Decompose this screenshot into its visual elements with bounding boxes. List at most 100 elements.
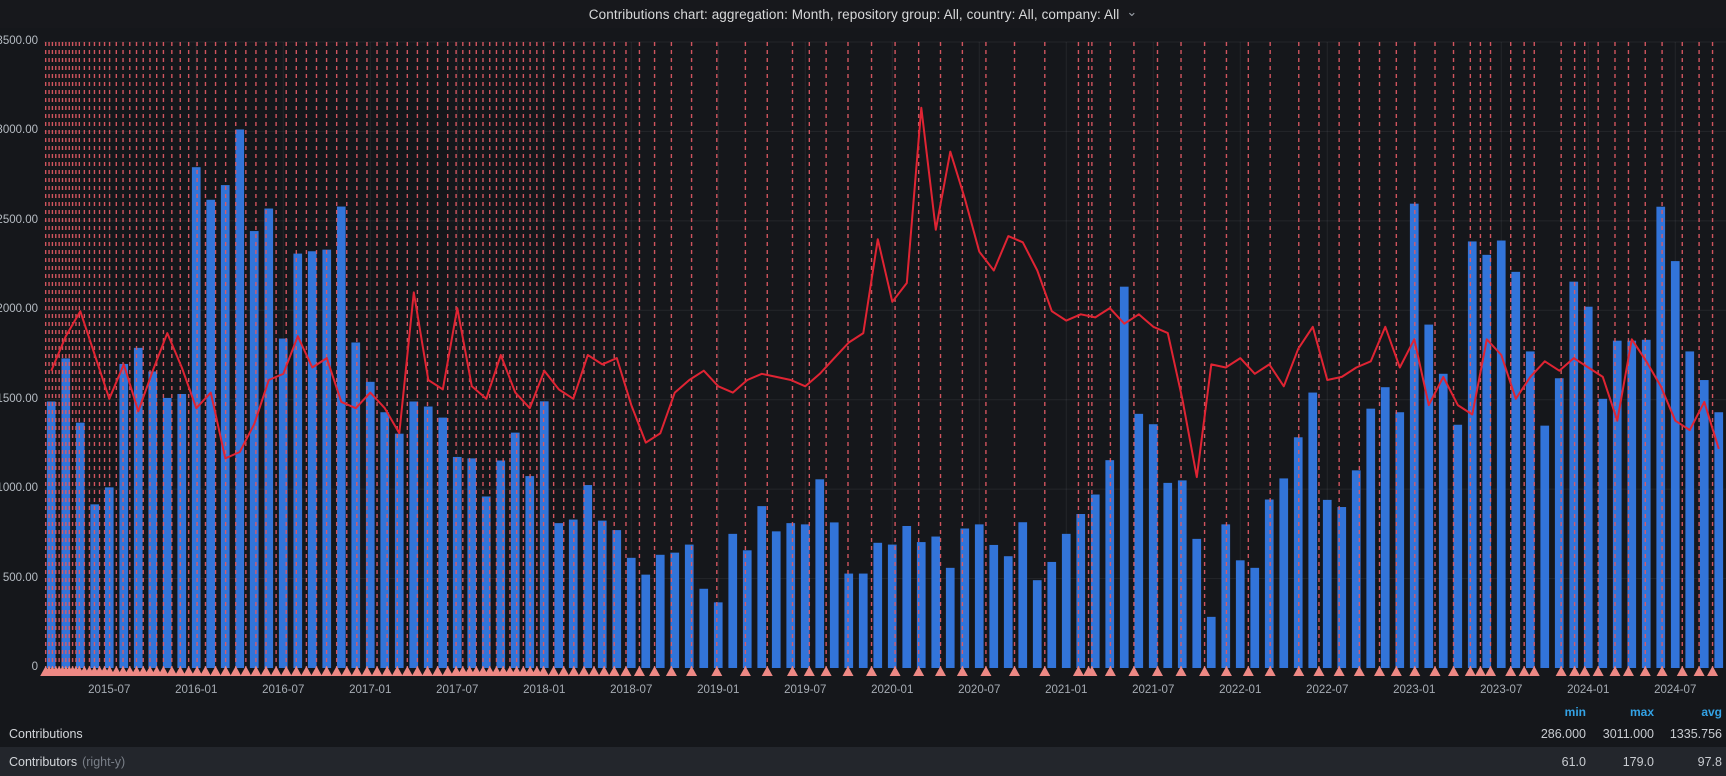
contributions-bar[interactable] — [1583, 306, 1593, 668]
contributions-bar[interactable] — [960, 528, 970, 668]
contributions-bar[interactable] — [278, 338, 288, 668]
contributions-bar[interactable] — [641, 574, 651, 668]
annotation-marker[interactable] — [421, 666, 433, 676]
contributions-bar[interactable] — [1134, 413, 1144, 668]
contributions-bar[interactable] — [1206, 616, 1216, 668]
annotation-marker[interactable] — [820, 666, 832, 676]
annotation-marker[interactable] — [1086, 666, 1098, 676]
annotation-marker[interactable] — [361, 666, 373, 676]
contributions-bar[interactable] — [1264, 499, 1274, 668]
chart-canvas[interactable] — [40, 41, 1726, 688]
annotation-marker[interactable] — [578, 666, 590, 676]
contributions-bar[interactable] — [771, 531, 781, 668]
annotation-marker[interactable] — [432, 666, 444, 676]
contributions-bar[interactable] — [815, 479, 825, 668]
contributions-bar[interactable] — [1018, 522, 1028, 668]
annotation-marker[interactable] — [1409, 666, 1421, 676]
annotation-marker[interactable] — [321, 666, 333, 676]
annotation-marker[interactable] — [351, 666, 363, 676]
annotation-marker[interactable] — [401, 666, 413, 676]
annotation-marker[interactable] — [166, 666, 178, 676]
contributions-bar[interactable] — [423, 406, 433, 668]
annotation-marker[interactable] — [371, 666, 383, 676]
contributions-bar[interactable] — [916, 542, 926, 668]
contributions-bar[interactable] — [1293, 437, 1303, 668]
annotation-marker[interactable] — [1175, 666, 1187, 676]
contributions-bar[interactable] — [757, 506, 767, 668]
contributions-bar[interactable] — [655, 554, 665, 668]
contributions-bar[interactable] — [1641, 339, 1651, 668]
annotation-marker[interactable] — [1485, 666, 1497, 676]
contributions-bar[interactable] — [235, 129, 245, 668]
contributions-bar[interactable] — [249, 231, 259, 668]
contributions-bar[interactable] — [1569, 281, 1579, 668]
annotation-marker[interactable] — [739, 666, 751, 676]
annotation-marker[interactable] — [1505, 666, 1517, 676]
annotation-marker[interactable] — [174, 666, 186, 676]
contributions-bar[interactable] — [61, 358, 71, 668]
contributions-bar[interactable] — [1656, 206, 1666, 669]
annotation-marker[interactable] — [1353, 666, 1365, 676]
contributions-bar[interactable] — [1090, 494, 1100, 668]
contributions-bar[interactable] — [568, 519, 578, 668]
contributions-bar[interactable] — [786, 523, 796, 668]
annotation-marker[interactable] — [1579, 666, 1591, 676]
annotation-marker[interactable] — [913, 666, 925, 676]
contributions-bar[interactable] — [829, 522, 839, 668]
contributions-bar[interactable] — [1598, 398, 1608, 668]
contributions-bar[interactable] — [293, 253, 303, 668]
contributions-bar[interactable] — [1540, 425, 1550, 668]
contributions-bar[interactable] — [365, 381, 375, 668]
contributions-bar[interactable] — [974, 524, 984, 668]
contributions-bar[interactable] — [670, 552, 680, 668]
contributions-bar[interactable] — [1322, 499, 1332, 668]
contributions-bar[interactable] — [1627, 340, 1637, 668]
contributions-bar[interactable] — [264, 208, 274, 669]
annotation-marker[interactable] — [1622, 666, 1634, 676]
legend-col-avg[interactable]: avg — [1701, 704, 1722, 719]
annotation-marker[interactable] — [1528, 666, 1540, 676]
annotation-marker[interactable] — [1333, 666, 1345, 676]
annotation-marker[interactable] — [1242, 666, 1254, 676]
annotation-marker[interactable] — [1693, 666, 1705, 676]
contributions-bar[interactable] — [699, 588, 709, 668]
annotation-marker[interactable] — [1448, 666, 1460, 676]
contributions-bar[interactable] — [1177, 480, 1187, 668]
chevron-down-icon[interactable]: ⌄ — [1126, 4, 1138, 19]
contributions-bar[interactable] — [1380, 387, 1390, 668]
series-label-contributions[interactable]: Contributions — [9, 726, 83, 741]
annotation-marker[interactable] — [250, 666, 262, 676]
annotation-marker[interactable] — [665, 666, 677, 676]
contributions-bar[interactable] — [1192, 538, 1202, 668]
contributions-bar[interactable] — [1685, 351, 1695, 668]
annotation-marker[interactable] — [1676, 666, 1688, 676]
contributions-bar[interactable] — [1047, 561, 1057, 668]
annotation-marker[interactable] — [381, 666, 393, 676]
annotation-marker[interactable] — [1518, 666, 1530, 676]
annotation-marker[interactable] — [442, 666, 454, 676]
annotation-marker[interactable] — [411, 666, 423, 676]
contributions-bar[interactable] — [351, 342, 361, 668]
annotation-marker[interactable] — [220, 666, 232, 676]
annotation-marker[interactable] — [686, 666, 698, 676]
annotation-marker[interactable] — [803, 666, 815, 676]
contributions-bar[interactable] — [1699, 380, 1709, 668]
panel-title[interactable]: Contributions chart: aggregation: Month,… — [0, 0, 1726, 28]
annotation-marker[interactable] — [1072, 666, 1084, 676]
contributions-bar[interactable] — [1119, 286, 1129, 668]
contributions-bar[interactable] — [1308, 392, 1318, 668]
series-label-contributors[interactable]: Contributors — [9, 754, 78, 769]
annotation-marker[interactable] — [1474, 666, 1486, 676]
annotation-marker[interactable] — [608, 666, 620, 676]
annotation-marker[interactable] — [391, 666, 403, 676]
contributions-bar[interactable] — [887, 544, 897, 668]
annotation-marker[interactable] — [620, 666, 632, 676]
contributions-bar[interactable] — [989, 544, 999, 668]
contributions-bar[interactable] — [177, 393, 187, 668]
contributions-bar[interactable] — [858, 573, 868, 668]
contributions-bar[interactable] — [742, 550, 752, 668]
contributions-bar[interactable] — [162, 397, 172, 668]
contributions-bar[interactable] — [148, 371, 158, 668]
annotation-marker[interactable] — [331, 666, 343, 676]
contributions-bar[interactable] — [1032, 580, 1042, 668]
